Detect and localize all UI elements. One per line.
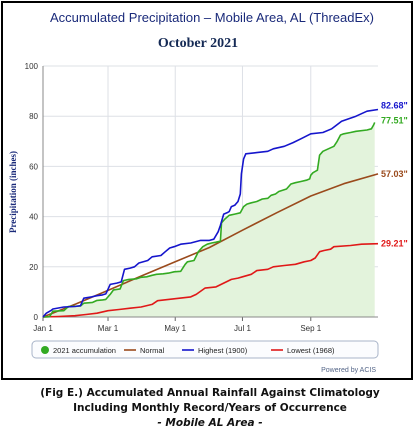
series-lowest-1968-line <box>42 242 379 318</box>
x-tick-label: May 1 <box>164 324 186 333</box>
end-label-lowest-1968: 29.21" <box>381 239 408 249</box>
y-tick-label: 60 <box>29 162 38 171</box>
series-highest-1900-line <box>42 108 379 318</box>
legend-label-lowest-1968: Lowest (1968) <box>287 346 335 355</box>
x-tick-label: Mar 1 <box>98 324 119 333</box>
y-tick-label: 0 <box>34 313 39 322</box>
precipitation-chart: Accumulated Precipitation – Mobile Area,… <box>8 10 408 374</box>
credit-text: Powered by ACIS <box>321 367 376 374</box>
caption-line-3: - Mobile AL Area - <box>157 417 263 429</box>
figure-caption: (Fig E.) Accumulated Annual Rainfall Aga… <box>0 386 420 431</box>
end-label-highest-1900: 82.68" <box>381 100 408 110</box>
chart-subtitle: October 2021 <box>158 36 238 51</box>
end-label-normal: 57.03" <box>381 169 408 179</box>
legend-label-normal: Normal <box>140 346 165 355</box>
legend-box <box>31 340 379 359</box>
plot-area: 0 20 40 60 80 100 Jan 1 Mar 1 May 1 Jul 1 Sep 1 77.… <box>25 62 408 333</box>
y-tick-label: 80 <box>29 112 38 121</box>
caption-line-1: (Fig E.) Accumulated Annual Rainfall Aga… <box>40 387 380 399</box>
x-tick-label: Jan 1 <box>33 324 53 333</box>
legend-label-highest-1900: Highest (1900) <box>198 346 248 355</box>
legend-label-2021-accumulation: 2021 accumulation <box>53 346 116 355</box>
y-tick-label: 40 <box>29 213 38 222</box>
x-tick-label: Jul 1 <box>234 324 251 333</box>
legend-marker-2021-accumulation <box>41 346 49 354</box>
y-axis-label: Precipitation (inches) <box>8 151 18 233</box>
caption-line-2: Including Monthly Record/Years of Occurr… <box>73 402 347 414</box>
series-2021-accumulation-area <box>43 122 375 318</box>
end-label-2021-accumulation: 77.51" <box>381 115 408 125</box>
chart-title: Accumulated Precipitation – Mobile Area,… <box>50 10 374 25</box>
y-tick-label: 20 <box>29 263 38 272</box>
y-tick-label: 100 <box>25 62 39 71</box>
legend: 2021 accumulation Normal Highest (1900) Low… <box>31 340 379 359</box>
x-tick-label: Sep 1 <box>300 324 321 333</box>
series-2021-accumulation-line <box>42 122 376 318</box>
